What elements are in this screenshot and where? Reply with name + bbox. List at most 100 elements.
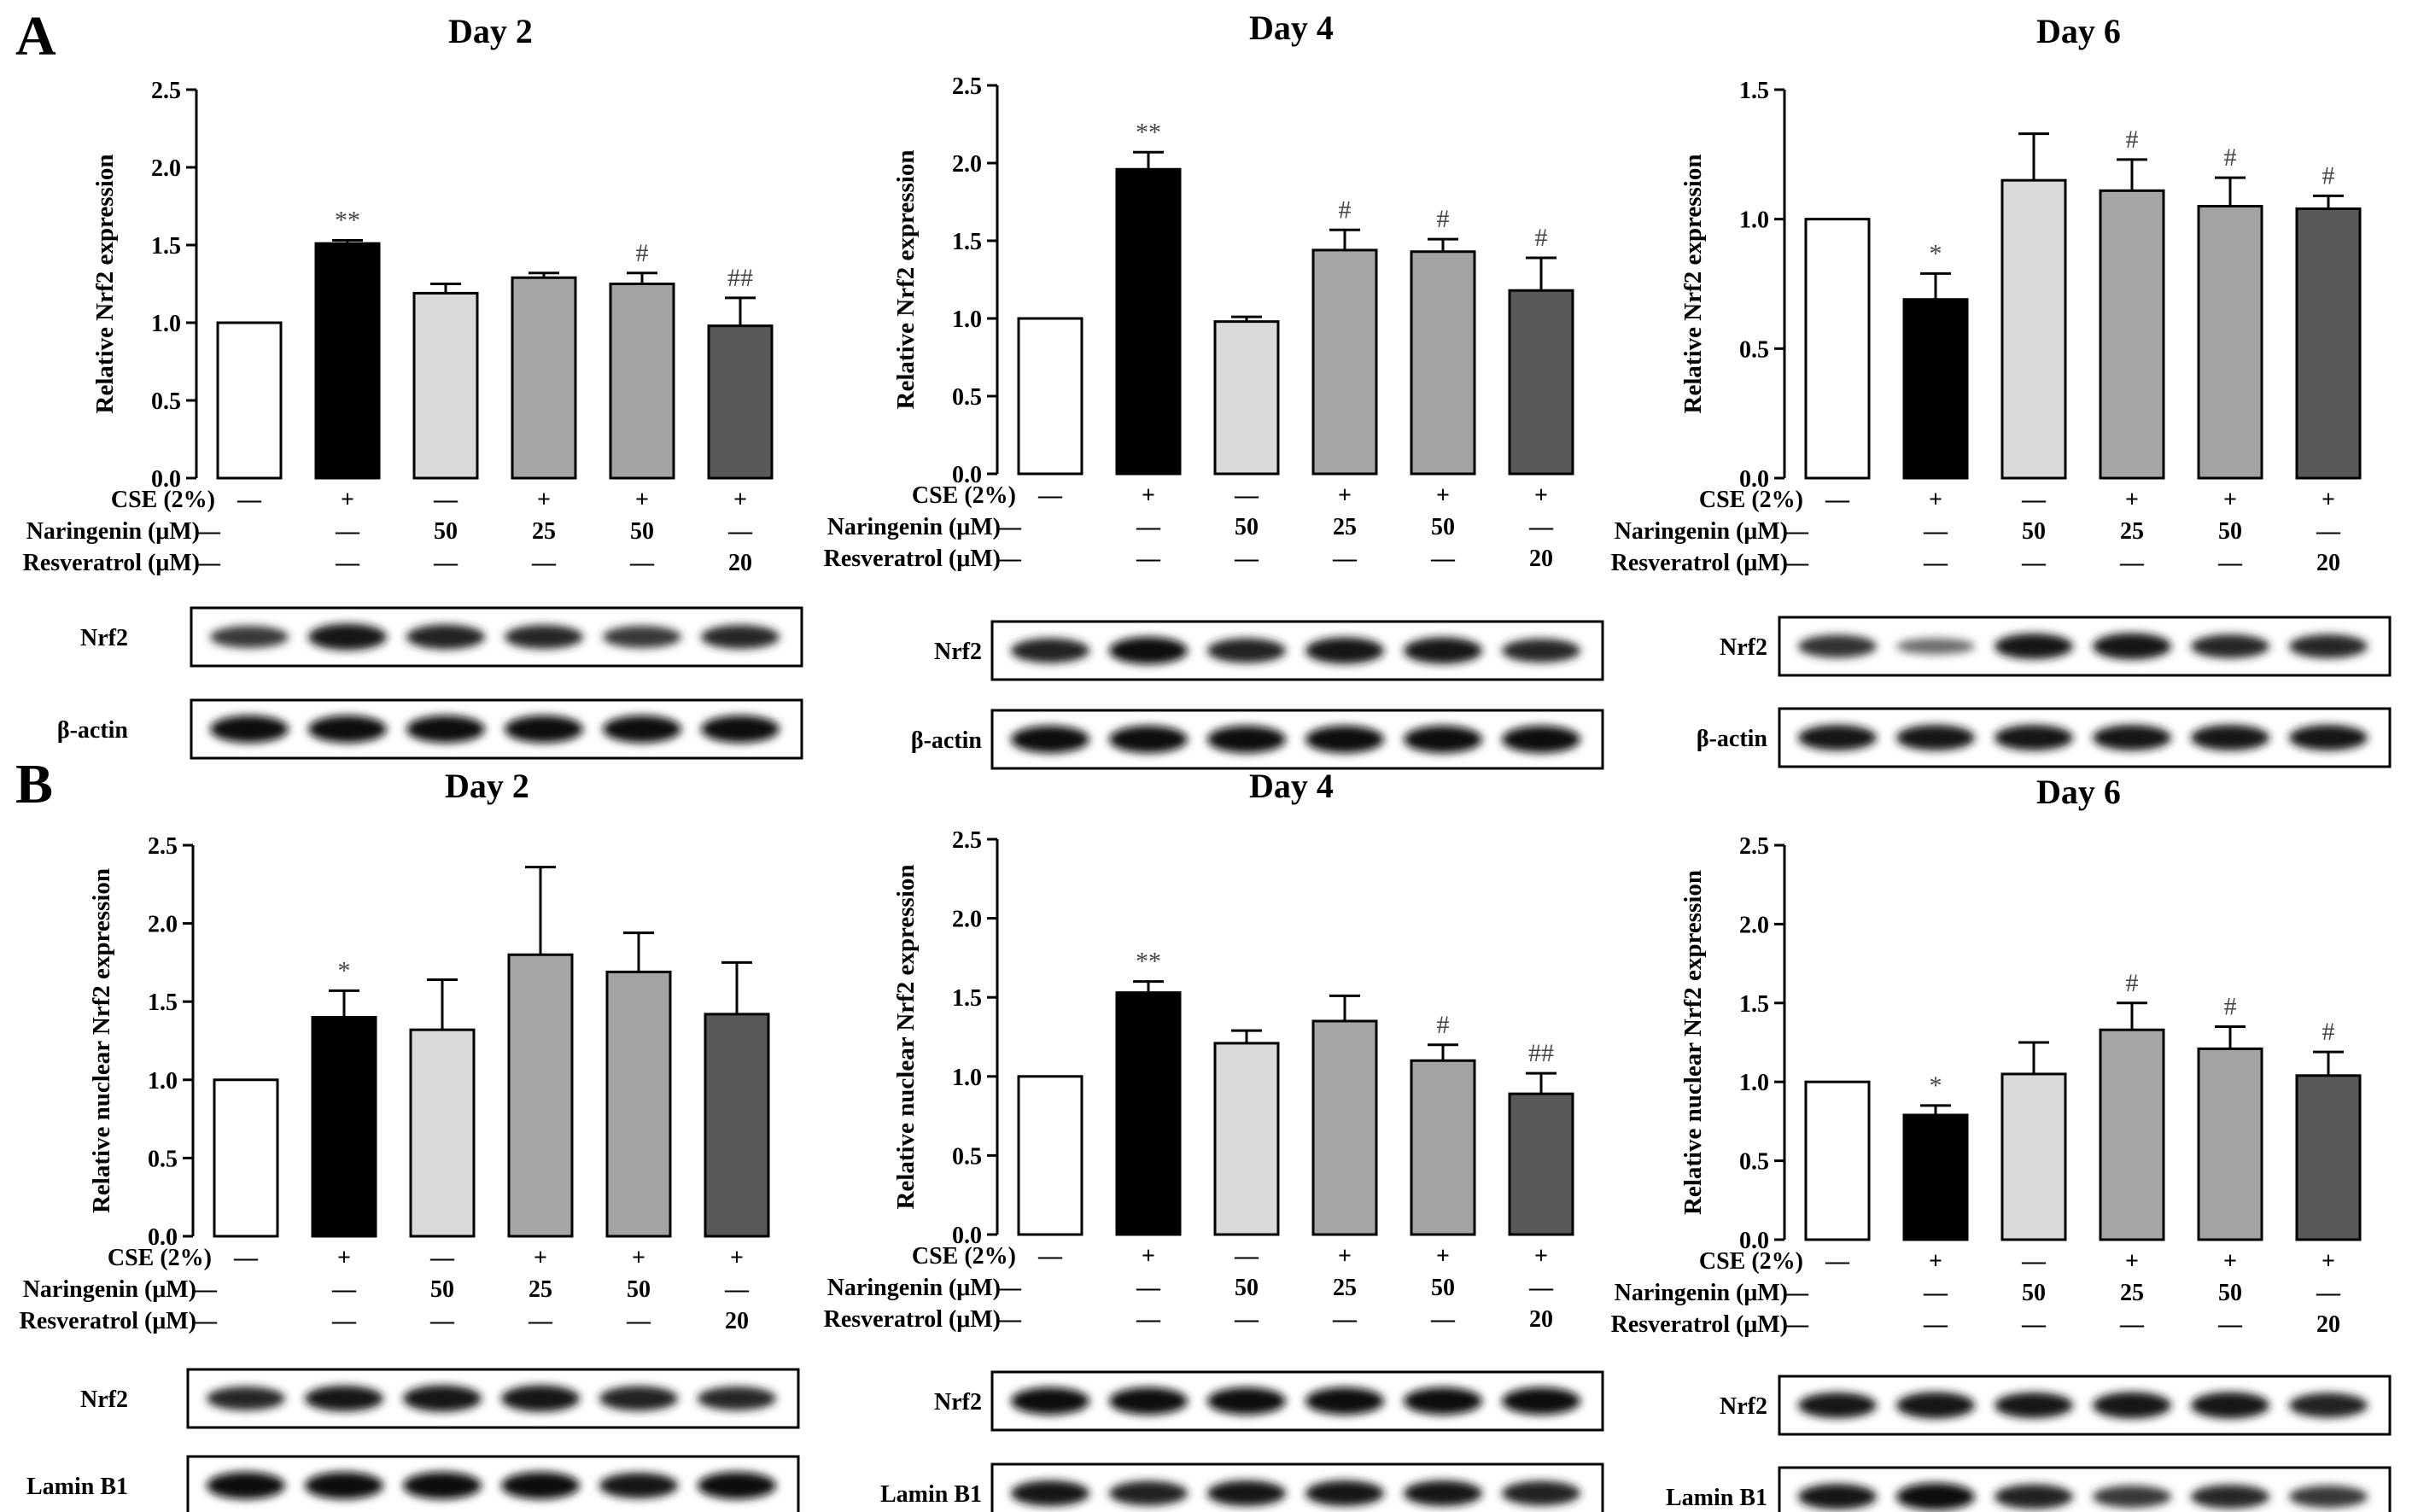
condition-value: — xyxy=(996,1306,1022,1333)
blot-frame xyxy=(1778,616,2392,677)
condition-value: — xyxy=(331,1276,357,1303)
y-tick-label: 2.5 xyxy=(952,73,982,100)
blot-band xyxy=(501,1472,580,1499)
blot-band xyxy=(1404,637,1482,664)
blot-band xyxy=(207,1386,285,1410)
bar xyxy=(1017,317,1083,476)
condition-value: — xyxy=(196,518,221,545)
condition-value: — xyxy=(724,1276,750,1303)
y-tick-label: 1.0 xyxy=(151,311,181,337)
condition-value: 50 xyxy=(627,1276,651,1303)
blot-band xyxy=(701,715,780,743)
blot-band xyxy=(599,1386,678,1411)
condition-label: CSE (2%) xyxy=(108,1245,212,1271)
condition-value: — xyxy=(433,487,458,513)
condition-value: — xyxy=(2021,550,2047,576)
blot-label: β-actin xyxy=(57,717,129,744)
bar xyxy=(1311,1019,1378,1236)
y-tick-label: 0.5 xyxy=(952,1143,982,1170)
condition-value: 50 xyxy=(2022,1280,2046,1306)
blot-band xyxy=(1502,726,1580,753)
condition-value: 20 xyxy=(2316,550,2340,576)
blot-frame xyxy=(186,1455,800,1512)
condition-value: — xyxy=(1136,546,1161,572)
bar xyxy=(409,1028,476,1238)
condition-value: + xyxy=(1534,1243,1548,1270)
condition-value: 50 xyxy=(430,1276,454,1303)
condition-label: Naringenin (μM) xyxy=(1615,1280,1788,1306)
blot-band xyxy=(308,623,387,651)
bar xyxy=(2197,1047,2263,1241)
y-axis-label: Relative nuclear Nrf2 expression xyxy=(88,868,115,1213)
y-tick-label: 2.0 xyxy=(151,155,181,182)
bar xyxy=(412,291,479,480)
chart-title: Day 4 xyxy=(1249,9,1334,47)
condition-value: + xyxy=(2125,1248,2139,1275)
condition-value: — xyxy=(1825,487,1850,513)
blot-label: Lamin B1 xyxy=(880,1481,982,1508)
condition-value: + xyxy=(537,487,551,513)
blot-band xyxy=(2289,1392,2368,1418)
significance-mark: # xyxy=(2322,161,2335,190)
blot-band xyxy=(1404,1480,1482,1506)
condition-value: + xyxy=(1929,487,1942,513)
condition-label: Resveratrol (μM) xyxy=(824,546,1001,572)
condition-value: — xyxy=(1332,546,1358,572)
condition-value: — xyxy=(531,550,557,576)
condition-value: — xyxy=(2021,1248,2047,1275)
condition-value: — xyxy=(626,1308,651,1334)
condition-value: 25 xyxy=(2120,518,2144,545)
blot-band xyxy=(1896,638,1975,655)
significance-mark: # xyxy=(636,239,649,267)
blot-band xyxy=(599,1473,678,1498)
condition-value: — xyxy=(1923,1280,1948,1306)
condition-label: CSE (2%) xyxy=(1699,487,1803,513)
significance-mark: # xyxy=(2126,126,2139,154)
significance-mark: # xyxy=(2322,1018,2335,1046)
condition-value: + xyxy=(1142,482,1155,509)
bar xyxy=(1804,1080,1871,1241)
bar xyxy=(1017,1075,1083,1236)
condition-value: — xyxy=(1784,518,1809,545)
y-tick-label: 1.5 xyxy=(952,229,982,255)
bar xyxy=(704,1013,770,1238)
blot-label: Lamin B1 xyxy=(1666,1485,1767,1511)
blot-band xyxy=(2191,1392,2269,1419)
bar xyxy=(311,1016,377,1238)
chart-title: Day 4 xyxy=(1249,767,1334,805)
condition-value: — xyxy=(1430,546,1456,572)
condition-value: + xyxy=(1436,1243,1450,1270)
blot-band xyxy=(1305,637,1384,664)
condition-value: 20 xyxy=(728,550,752,576)
blot-band xyxy=(1109,1387,1188,1415)
y-axis-label: Relative Nrf2 expression xyxy=(91,155,119,414)
condition-value: 25 xyxy=(529,1276,552,1303)
condition-value: — xyxy=(1784,550,1809,576)
blot-band xyxy=(603,626,681,648)
y-tick-label: 1.0 xyxy=(1739,1070,1769,1096)
condition-value: — xyxy=(1528,1275,1554,1301)
blot-band xyxy=(403,1385,482,1412)
blot-band xyxy=(1109,726,1188,753)
condition-value: — xyxy=(1136,1275,1161,1301)
condition-value: — xyxy=(1234,1306,1259,1333)
significance-mark: ** xyxy=(335,207,360,235)
condition-value: + xyxy=(632,1245,645,1271)
condition-value: — xyxy=(233,1245,259,1271)
y-tick-label: 0.0 xyxy=(952,462,982,488)
blot-label: Nrf2 xyxy=(80,1386,128,1413)
y-tick-label: 0.5 xyxy=(1739,336,1769,363)
condition-value: 25 xyxy=(2120,1280,2144,1306)
bar xyxy=(1115,991,1182,1236)
condition-value: + xyxy=(1142,1243,1155,1270)
significance-mark: * xyxy=(1930,1071,1942,1100)
condition-value: — xyxy=(1136,514,1161,540)
bar xyxy=(605,970,672,1238)
blot-band xyxy=(698,1386,776,1410)
panel-letter-a: A xyxy=(15,5,56,67)
significance-mark: # xyxy=(1339,196,1352,224)
condition-value: — xyxy=(429,1308,455,1334)
y-tick-label: 2.5 xyxy=(151,78,181,104)
condition-value: + xyxy=(341,487,354,513)
condition-value: — xyxy=(2119,550,2145,576)
